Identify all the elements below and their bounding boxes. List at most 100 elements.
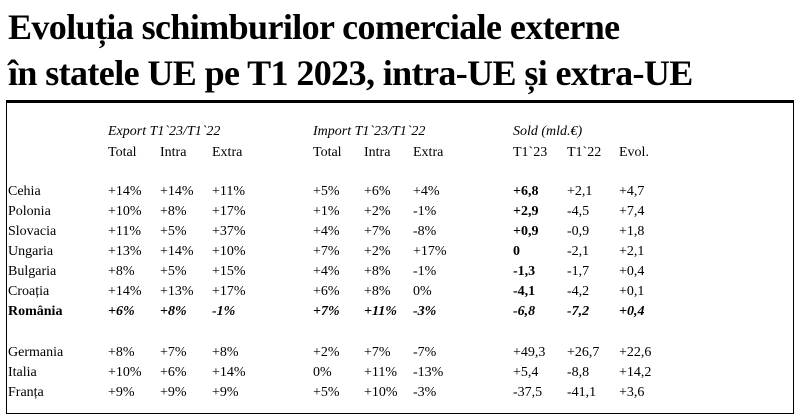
- table-cell-export-extra: +9%: [212, 385, 239, 400]
- table-cell-import-total: +6%: [313, 284, 340, 299]
- table-cell-export-total: +6%: [108, 304, 135, 319]
- table-cell-sold-evol: +0,4: [619, 264, 645, 279]
- table-cell-export-intra: +5%: [160, 264, 187, 279]
- table-cell-export-intra: +6%: [160, 365, 187, 380]
- table-cell-import-extra: -1%: [413, 264, 437, 279]
- table-cell-import-total: +7%: [313, 244, 340, 259]
- table-cell-import-intra: +2%: [364, 204, 391, 219]
- table-cell-export-extra: +37%: [212, 224, 246, 239]
- table-cell-export-extra: +15%: [212, 264, 246, 279]
- title-line-2: în statele UE pe T1 2023, intra-UE și ex…: [8, 53, 693, 93]
- table-cell-import-intra: +7%: [364, 345, 391, 360]
- table-cell-export-extra: +11%: [212, 184, 246, 199]
- table-cell-import-total: +1%: [313, 204, 340, 219]
- table-cell-export-total: +14%: [108, 284, 142, 299]
- row-country-label: Germania: [8, 345, 64, 360]
- table-cell-sold-evol: +3,6: [619, 385, 645, 400]
- table-cell-export-total: +9%: [108, 385, 135, 400]
- table-cell-import-total: 0%: [313, 365, 332, 380]
- group-header-import: Import T1`23/T1`22: [313, 124, 426, 139]
- table-cell-export-extra: +14%: [212, 365, 246, 380]
- row-country-label: Bulgaria: [8, 264, 57, 279]
- table-cell-export-intra: +7%: [160, 345, 187, 360]
- table-cell-sold-evol: +2,1: [619, 244, 645, 259]
- table-cell-import-extra: -3%: [413, 304, 437, 319]
- table-cell-import-intra: +11%: [364, 304, 397, 319]
- table-cell-sold-evol: +7,4: [619, 204, 645, 219]
- table-cell-sold-t1-23: +6,8: [513, 184, 539, 199]
- row-country-label: Cehia: [8, 184, 41, 199]
- table-cell-import-total: +7%: [313, 304, 340, 319]
- table-cell-import-total: +4%: [313, 264, 340, 279]
- title-divider: [6, 100, 794, 103]
- table-cell-sold-evol: +1,8: [619, 224, 645, 239]
- table-cell-import-intra: +8%: [364, 264, 391, 279]
- row-country-label: Ungaria: [8, 244, 54, 259]
- table-cell-import-intra: +11%: [364, 365, 398, 380]
- table-cell-export-total: +14%: [108, 184, 142, 199]
- table-cell-sold-t1-22: -0,9: [567, 224, 590, 239]
- table-cell-import-intra: +10%: [364, 385, 398, 400]
- table-cell-sold-t1-23: -6,8: [513, 304, 536, 319]
- table-cell-sold-t1-23: +0,9: [513, 224, 539, 239]
- row-country-label: Italia: [8, 365, 37, 380]
- table-cell-import-intra: +2%: [364, 244, 391, 259]
- table-cell-sold-evol: +0,1: [619, 284, 645, 299]
- table-cell-export-intra: +13%: [160, 284, 194, 299]
- group-header-sold: Sold (mld.€): [513, 124, 583, 139]
- table-cell-sold-evol: +0,4: [619, 304, 645, 319]
- table-cell-sold-t1-23: -4,1: [513, 284, 536, 299]
- row-country-label: Slovacia: [8, 224, 57, 239]
- table-cell-import-extra: -13%: [413, 365, 444, 380]
- table-cell-import-intra: +7%: [364, 224, 391, 239]
- column-header-export-extra: Extra: [212, 145, 243, 160]
- table-cell-sold-t1-22: -1,7: [567, 264, 590, 279]
- table-cell-sold-t1-22: -41,1: [567, 385, 597, 400]
- table-cell-sold-t1-23: +5,4: [513, 365, 539, 380]
- row-country-label: România: [8, 304, 63, 319]
- table-cell-export-extra: +10%: [212, 244, 246, 259]
- column-header-sold-t1-23: T1`23: [513, 145, 548, 160]
- table-cell-import-extra: 0%: [413, 284, 432, 299]
- table-cell-import-extra: +4%: [413, 184, 440, 199]
- title-line-1: Evoluția schimburilor comerciale externe: [8, 7, 620, 47]
- table-cell-export-intra: +9%: [160, 385, 187, 400]
- page-title: Evoluția schimburilor comerciale externe…: [8, 4, 798, 96]
- table-cell-export-intra: +8%: [160, 304, 187, 319]
- table-cell-export-total: +8%: [108, 345, 135, 360]
- table-cell-export-total: +8%: [108, 264, 135, 279]
- row-country-label: Franța: [8, 385, 44, 400]
- table-cell-sold-t1-23: +49,3: [513, 345, 546, 360]
- column-header-sold-evol: Evol.: [619, 145, 649, 160]
- table-cell-sold-t1-22: -4,5: [567, 204, 590, 219]
- table-cell-export-total: +10%: [108, 365, 142, 380]
- table-cell-import-extra: -8%: [413, 224, 437, 239]
- table-cell-export-total: +11%: [108, 224, 142, 239]
- table-cell-export-intra: +8%: [160, 204, 187, 219]
- column-header-sold-t1-22: T1`22: [567, 145, 602, 160]
- table-cell-export-extra: +17%: [212, 284, 246, 299]
- row-country-label: Polonia: [8, 204, 51, 219]
- table-cell-sold-t1-22: +26,7: [567, 345, 600, 360]
- table-frame: [6, 103, 794, 414]
- table-cell-import-intra: +6%: [364, 184, 391, 199]
- table-cell-sold-t1-23: 0: [513, 244, 520, 259]
- row-country-label: Croația: [8, 284, 50, 299]
- table-cell-import-total: +2%: [313, 345, 340, 360]
- table-cell-import-extra: -3%: [413, 385, 437, 400]
- table-cell-sold-t1-22: +2,1: [567, 184, 593, 199]
- column-header-export-total: Total: [108, 145, 137, 160]
- table-cell-import-total: +5%: [313, 184, 340, 199]
- table-cell-import-total: +4%: [313, 224, 340, 239]
- table-cell-sold-t1-22: -8,8: [567, 365, 590, 380]
- table-cell-export-extra: +8%: [212, 345, 239, 360]
- table-cell-sold-t1-22: -4,2: [567, 284, 590, 299]
- table-cell-export-intra: +14%: [160, 244, 194, 259]
- table-cell-sold-t1-23: -37,5: [513, 385, 543, 400]
- table-cell-sold-t1-22: -7,2: [567, 304, 590, 319]
- table-cell-sold-t1-23: +2,9: [513, 204, 539, 219]
- table-cell-import-extra: -7%: [413, 345, 437, 360]
- table-cell-import-intra: +8%: [364, 284, 391, 299]
- table-cell-import-total: +5%: [313, 385, 340, 400]
- table-cell-sold-t1-22: -2,1: [567, 244, 590, 259]
